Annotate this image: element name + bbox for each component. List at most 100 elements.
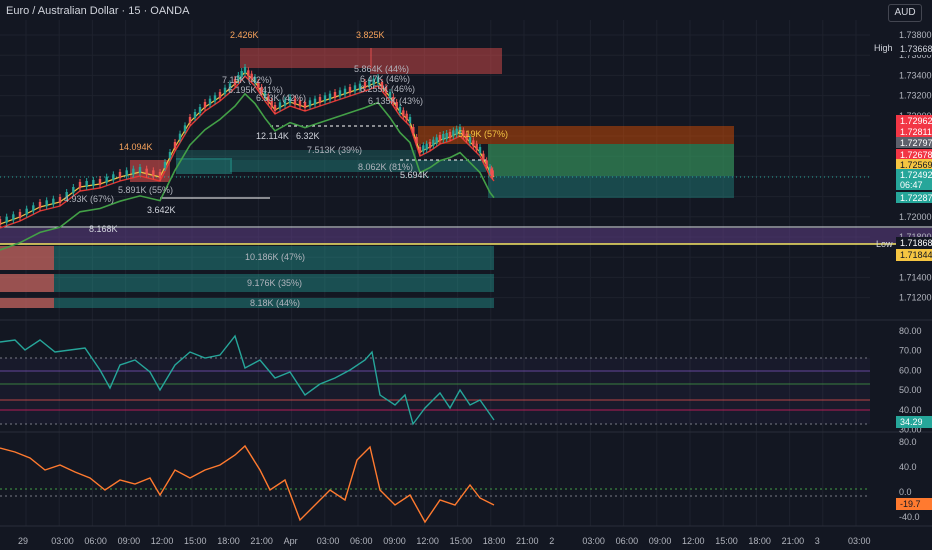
low-label: 8.168K bbox=[89, 224, 118, 234]
price-tag: 1.72569 bbox=[900, 160, 932, 170]
candle-body bbox=[432, 139, 435, 146]
candle-body bbox=[270, 100, 273, 107]
time-tick: 2 bbox=[549, 536, 554, 546]
candle-body bbox=[328, 93, 332, 100]
candle-body bbox=[218, 92, 222, 98]
low-value: 1.71844 bbox=[900, 250, 932, 260]
time-tick: 03:00 bbox=[848, 536, 871, 546]
candle-body bbox=[237, 75, 240, 81]
bottom-zone-label: 9.176K (35%) bbox=[247, 278, 302, 288]
candle-body bbox=[491, 170, 494, 177]
time-tick: 15:00 bbox=[184, 536, 207, 546]
candle-body bbox=[343, 88, 347, 95]
candle-body bbox=[193, 112, 197, 118]
candle-body bbox=[478, 147, 482, 153]
candle-body bbox=[45, 200, 48, 207]
time-tick: 21:00 bbox=[250, 536, 273, 546]
candle-body bbox=[485, 160, 488, 167]
candle-body bbox=[105, 176, 108, 183]
oscillator-tick: 80.0 bbox=[899, 437, 917, 447]
candle-body bbox=[25, 208, 28, 215]
candle-body bbox=[442, 134, 445, 140]
oscillator-axis: 80.0 40.0 0.0 -40.0 bbox=[899, 437, 920, 522]
candle-body bbox=[422, 145, 425, 152]
candle-body bbox=[372, 78, 375, 85]
candle-body bbox=[338, 90, 342, 97]
mid-label: 6.135K (43%) bbox=[368, 96, 423, 106]
time-tick: 18:00 bbox=[217, 536, 240, 546]
candle-body bbox=[313, 98, 317, 105]
price-tick: 1.73600 bbox=[899, 50, 932, 60]
price-tag-bg bbox=[896, 149, 932, 160]
candle-body bbox=[228, 83, 232, 90]
zone-label: 4.93K (67%) bbox=[64, 194, 114, 204]
candle-body bbox=[405, 113, 408, 120]
candle-body bbox=[472, 140, 475, 147]
oscillator-line bbox=[0, 444, 495, 524]
candle-body bbox=[402, 110, 405, 117]
candle-body bbox=[173, 142, 177, 148]
rsi-tick: 50.00 bbox=[899, 385, 922, 395]
time-axis[interactable]: 29 03:00 06:00 09:00 12:00 15:00 18:00 21:00 Apr… bbox=[18, 536, 871, 546]
price-tag: 1.72492 bbox=[900, 170, 932, 180]
candle-body bbox=[118, 172, 122, 178]
candle-body bbox=[132, 168, 135, 175]
time-tick: 03:00 bbox=[582, 536, 605, 546]
high-low-markers: High 1.73668 Low 1.71844 bbox=[874, 43, 932, 261]
candle-body bbox=[263, 92, 267, 98]
time-tick: 15:00 bbox=[715, 536, 738, 546]
high-value: 1.73668 bbox=[900, 44, 932, 54]
price-tag-bg bbox=[896, 115, 932, 126]
rsi-current: 34.29 bbox=[900, 417, 923, 427]
candle-body bbox=[283, 99, 287, 106]
candle-body bbox=[260, 87, 263, 93]
time-tick: 12:00 bbox=[416, 536, 439, 546]
candle-body bbox=[348, 87, 352, 93]
price-tag-bg bbox=[896, 179, 932, 190]
mid-label: 6.195K (41%) bbox=[228, 85, 283, 95]
candle-body bbox=[12, 214, 15, 221]
zone-label: 5.19K (57%) bbox=[458, 129, 508, 139]
time-tick: 21:00 bbox=[782, 536, 805, 546]
candle-body bbox=[408, 117, 412, 123]
price-tag: 1.72962 bbox=[900, 116, 932, 126]
price-tick: 1.71200 bbox=[899, 293, 932, 303]
candle-body bbox=[323, 95, 327, 102]
candle-body bbox=[125, 170, 128, 177]
candle-body bbox=[462, 130, 465, 137]
candle-body bbox=[213, 95, 217, 102]
candle-body bbox=[353, 85, 357, 92]
candle-body bbox=[395, 102, 398, 108]
candle-body bbox=[384, 87, 388, 93]
candle-body bbox=[267, 96, 270, 103]
currency-button[interactable]: AUD bbox=[888, 4, 922, 22]
price-tick: 1.72000 bbox=[899, 212, 932, 222]
rsi-tick: 40.00 bbox=[899, 405, 922, 415]
candle-body bbox=[308, 100, 312, 107]
candle-body bbox=[418, 147, 422, 153]
time-tick: 03:00 bbox=[51, 536, 74, 546]
price-tag-bg bbox=[896, 192, 932, 203]
candle-body bbox=[250, 73, 253, 80]
low-label: 5.694K bbox=[400, 170, 429, 180]
mid-label: 5.864K (44%) bbox=[354, 64, 409, 74]
volume-labels: 2.426K 3.825K 14.094K 7.15K (42%) 6.195K… bbox=[64, 30, 508, 308]
price-tick: 1.73400 bbox=[899, 70, 932, 80]
candle-body bbox=[392, 97, 395, 103]
peak-label: 3.825K bbox=[356, 30, 385, 40]
candle-body bbox=[278, 102, 282, 109]
supply-zones bbox=[0, 48, 932, 308]
peak-label: 14.094K bbox=[119, 142, 153, 152]
candle-body bbox=[435, 137, 438, 144]
price-tag-bg bbox=[896, 159, 932, 170]
candle-body bbox=[145, 168, 148, 175]
candle-body bbox=[253, 77, 257, 83]
oscillator-panel: 80.0 40.0 0.0 -40.0 -19.7 bbox=[0, 437, 932, 524]
price-tag: 1.71868 bbox=[900, 238, 932, 248]
rsi-tick: 60.00 bbox=[899, 365, 922, 375]
candle-body bbox=[468, 137, 472, 143]
bottom-zone-label: 8.18K (44%) bbox=[250, 298, 300, 308]
candle-body bbox=[38, 202, 42, 208]
